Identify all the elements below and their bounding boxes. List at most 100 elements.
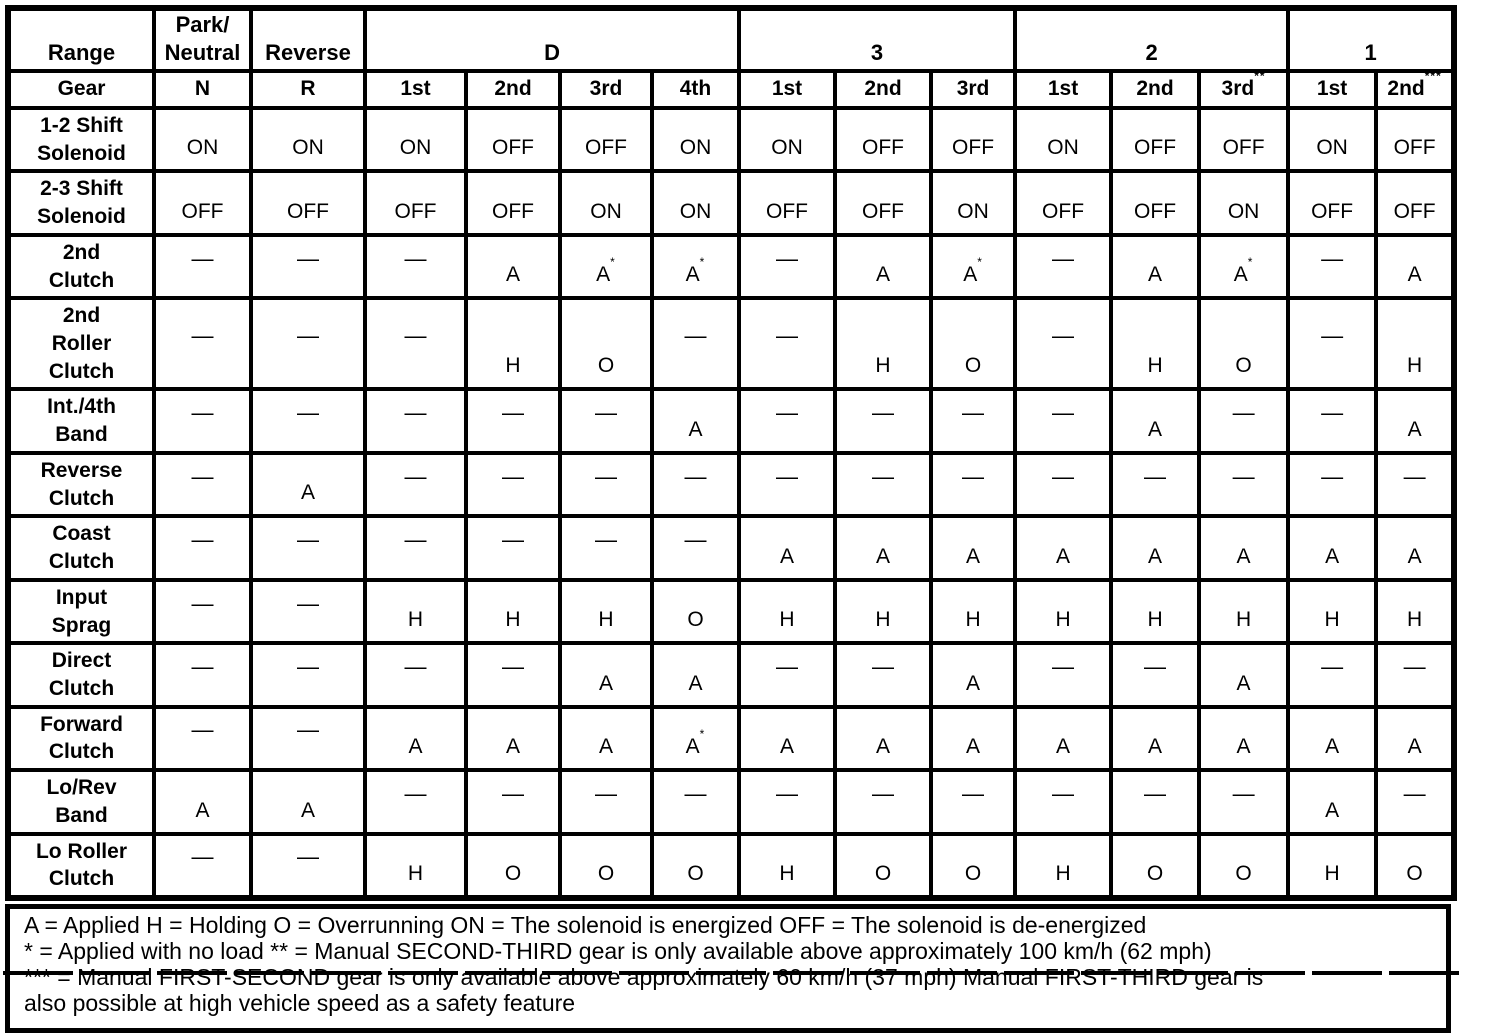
footnote-asterisk: * [977,255,983,270]
cell-input-sprag-11: H [1197,577,1291,646]
cell-lo-rev-band-3: — [464,768,562,836]
cell-2nd-roller-clutch-12: — [1286,296,1379,392]
row-label-lo-roller-clutch: Lo Roller Clutch [6,831,156,900]
cell-lo-roller-clutch-6: H [737,831,838,900]
gear-cell-11: 3rd** [1197,69,1291,110]
cell-2nd-clutch-3: A [464,232,562,301]
cell-1-2-shift-solenoid-11: OFF [1197,105,1291,174]
cell-coast-clutch-6: A [737,514,838,582]
cell-2nd-clutch-10: A [1109,232,1202,301]
row-label-1-2-shift-solenoid: 1-2 Shift Solenoid [6,105,156,174]
cell-forward-clutch-1: — [249,704,367,773]
cell-direct-clutch-0: — [152,641,253,709]
cell-input-sprag-0: — [152,577,253,646]
row-forward-clutch: Forward Clutch — — A A A A* A A A A A A A A [6,704,1457,773]
footnote-asterisk: * [699,727,706,742]
cell-lo-rev-band-1: A [249,768,367,836]
cell-lo-roller-clutch-12: H [1286,831,1379,900]
cell-input-sprag-7: H [833,577,934,646]
row-label-2nd-clutch: 2nd Clutch [6,232,156,301]
row-label-direct-clutch: Direct Clutch [6,641,156,709]
cell-reverse-clutch-0: — [152,450,253,519]
gear-cell-6: 1st [737,69,838,110]
cell-lo-rev-band-13: — [1374,768,1457,836]
cell-forward-clutch-9: A [1013,704,1114,773]
cell-direct-clutch-13: — [1374,641,1457,709]
cell-coast-clutch-13: A [1374,514,1457,582]
cell-lo-roller-clutch-1: — [249,831,367,900]
cell-lo-roller-clutch-10: O [1109,831,1202,900]
cell-lo-roller-clutch-5: O [649,831,742,900]
gear-cell-1: R [249,69,367,110]
cell-lo-roller-clutch-11: O [1197,831,1291,900]
legend-box: A = Applied H = Holding O = Overrunning … [5,903,1451,1033]
chart-header: Range Park/ Neutral Reverse D 3 2 1 Gear N R 1s… [6,6,1457,110]
cell-1-2-shift-solenoid-8: OFF [929,105,1018,174]
cell-int-4th-band-1: — [249,387,367,455]
cell-reverse-clutch-6: — [737,450,838,519]
footnote-asterisk: * [1247,255,1254,270]
cell-1-2-shift-solenoid-0: ON [152,105,253,174]
row-label-2nd-roller-clutch: 2nd Roller Clutch [6,296,156,392]
cell-coast-clutch-9: A [1013,514,1114,582]
row-label-int-4th-band: Int./4th Band [6,387,156,455]
cell-reverse-clutch-12: — [1286,450,1379,519]
cell-int-4th-band-11: — [1197,387,1291,455]
gear-cell-8: 3rd [929,69,1018,110]
cell-2nd-clutch-2: — [363,232,468,301]
cell-2-3-shift-solenoid-4: ON [558,169,654,237]
cell-2nd-clutch-5: A* [649,232,742,301]
cell-lo-rev-band-12: A [1286,768,1379,836]
cell-coast-clutch-7: A [833,514,934,582]
row-reverse-clutch: Reverse Clutch — A — — — — — — — — — — — — [6,450,1457,519]
cell-coast-clutch-5: — [649,514,742,582]
cell-2-3-shift-solenoid-3: OFF [464,169,562,237]
cell-lo-rev-band-5: — [649,768,742,836]
cell-2nd-roller-clutch-0: — [152,296,253,392]
cell-2nd-clutch-6: — [737,232,838,301]
cell-2nd-clutch-4: A* [558,232,654,301]
cell-lo-roller-clutch-9: H [1013,831,1114,900]
cell-forward-clutch-2: A [363,704,468,773]
cell-2-3-shift-solenoid-5: ON [649,169,742,237]
row-2nd-roller-clutch: 2nd Roller Clutch — — — H O — — H O — H O — H [6,296,1457,392]
cell-int-4th-band-0: — [152,387,253,455]
gear-header-row: Gear N R 1st 2nd 3rd 4th 1st 2nd 3rd 1st 2nd 3rd** 1… [6,69,1457,110]
cell-input-sprag-6: H [737,577,838,646]
cell-int-4th-band-12: — [1286,387,1379,455]
cell-direct-clutch-1: — [249,641,367,709]
cell-coast-clutch-8: A [929,514,1018,582]
cell-int-4th-band-3: — [464,387,562,455]
gear-cell-12: 1st [1286,69,1379,110]
footnote-asterisk: ** [1254,71,1266,83]
cell-2-3-shift-solenoid-13: OFF [1374,169,1457,237]
cell-2nd-clutch-1: — [249,232,367,301]
legend-line-2: * = Applied with no load ** = Manual SEC… [24,937,1212,964]
cell-reverse-clutch-11: — [1197,450,1291,519]
cell-2nd-roller-clutch-4: O [558,296,654,392]
cell-coast-clutch-2: — [363,514,468,582]
cell-lo-roller-clutch-4: O [558,831,654,900]
scan-edge-artifact [3,971,1461,975]
cell-int-4th-band-5: A [649,387,742,455]
cell-2nd-clutch-9: — [1013,232,1114,301]
cell-forward-clutch-5: A* [649,704,742,773]
cell-lo-rev-band-11: — [1197,768,1291,836]
cell-direct-clutch-7: — [833,641,934,709]
cell-2nd-roller-clutch-2: — [363,296,468,392]
gear-header-cell: Gear [6,69,156,110]
legend-line-3: *** = Manual FIRST-SECOND gear is only a… [24,963,1264,990]
row-input-sprag: Input Sprag — — H H H O H H H H H H H H [6,577,1457,646]
cell-direct-clutch-9: — [1013,641,1114,709]
gear-cell-9: 1st [1013,69,1114,110]
row-label-forward-clutch: Forward Clutch [6,704,156,773]
cell-lo-roller-clutch-0: — [152,831,253,900]
cell-2nd-roller-clutch-11: O [1197,296,1291,392]
cell-2nd-clutch-7: A [833,232,934,301]
cell-direct-clutch-2: — [363,641,468,709]
cell-forward-clutch-11: A [1197,704,1291,773]
cell-coast-clutch-0: — [152,514,253,582]
cell-1-2-shift-solenoid-10: OFF [1109,105,1202,174]
cell-coast-clutch-3: — [464,514,562,582]
cell-coast-clutch-12: A [1286,514,1379,582]
